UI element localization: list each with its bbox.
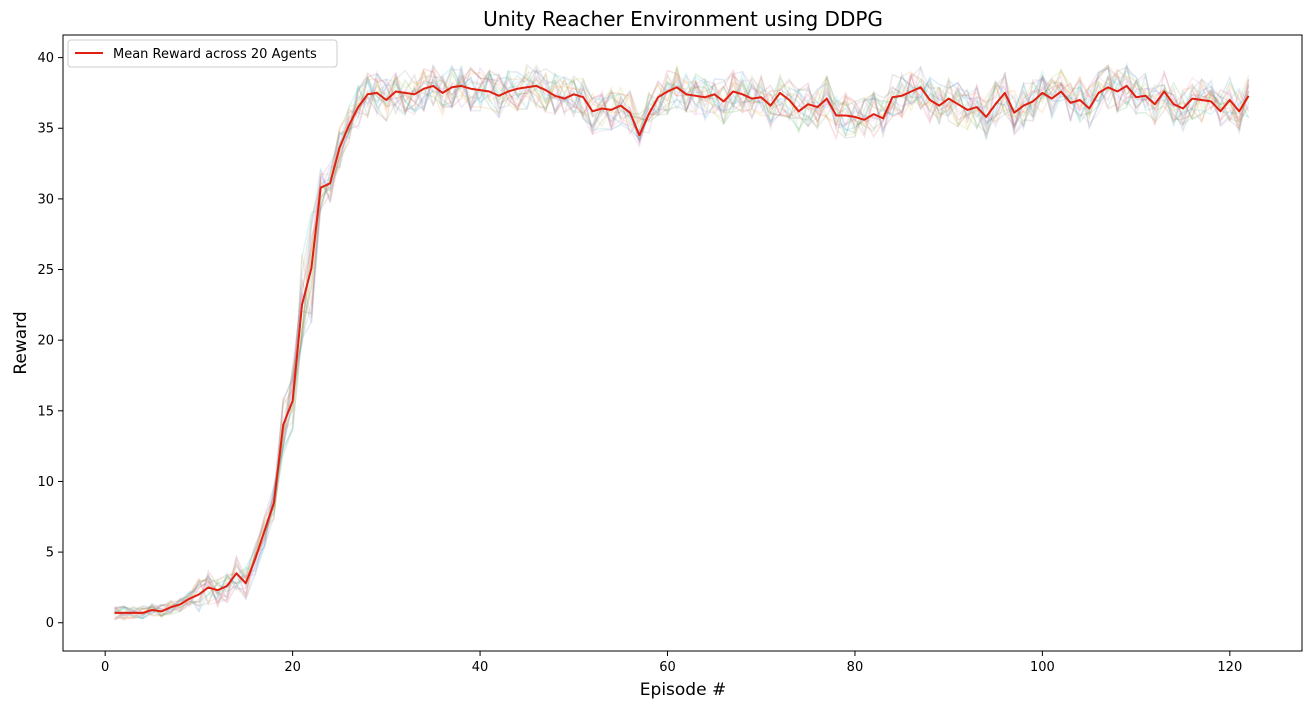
mean-reward-series — [114, 84, 1250, 614]
agent-line-18 — [114, 64, 1250, 620]
agent-line-8 — [113, 63, 1250, 621]
y-tick-label: 5 — [46, 546, 54, 561]
y-tick-label: 15 — [37, 404, 54, 419]
agent-line-4 — [114, 67, 1250, 620]
agent-line-6 — [114, 67, 1250, 616]
agent-line-2 — [114, 68, 1250, 621]
y-tick-label: 25 — [37, 263, 54, 278]
plot-area — [63, 35, 1302, 651]
agent-line-16 — [114, 65, 1250, 616]
legend-box — [67, 39, 338, 68]
y-tick-label: 35 — [37, 122, 54, 137]
x-tick-label: 20 — [284, 660, 301, 675]
agent-line-19 — [114, 65, 1250, 621]
agent-line-20 — [114, 61, 1250, 620]
mean-reward-line — [114, 84, 1250, 614]
x-tick-label: 60 — [659, 660, 676, 675]
agent-reward-lines — [113, 61, 1250, 621]
y-tick-label: 20 — [37, 334, 54, 349]
y-tick-label: 30 — [37, 192, 54, 207]
agent-line-5 — [114, 64, 1250, 621]
y-tick-label: 10 — [37, 475, 54, 490]
x-axis-ticks: 0 20 40 60 80 100 120 — [101, 651, 1242, 675]
x-tick-label: 0 — [101, 660, 109, 675]
x-tick-label: 40 — [472, 660, 489, 675]
plot-frame — [62, 34, 1303, 652]
x-tick-label: 80 — [847, 660, 864, 675]
y-tick-label: 0 — [46, 616, 54, 631]
y-axis-ticks: 0 5 10 15 20 25 30 35 40 — [37, 51, 63, 631]
agent-line-10 — [114, 64, 1249, 620]
legend-label: Mean Reward across 20 Agents — [113, 47, 317, 62]
x-tick-label: 120 — [1217, 660, 1242, 675]
legend: Mean Reward across 20 Agents — [67, 39, 338, 68]
y-axis-label: Reward — [11, 311, 31, 374]
y-tick-label: 40 — [37, 51, 54, 66]
x-axis-label: Episode # — [640, 680, 726, 700]
agent-line-11 — [114, 65, 1250, 618]
agent-line-7 — [113, 64, 1250, 619]
agent-line-1 — [114, 63, 1250, 617]
chart-title: Unity Reacher Environment using DDPG — [483, 7, 883, 31]
x-tick-label: 100 — [1030, 660, 1055, 675]
agent-line-13 — [114, 65, 1250, 616]
agent-line-14 — [114, 64, 1250, 615]
agent-line-12 — [113, 63, 1250, 620]
agent-line-9 — [114, 65, 1250, 621]
